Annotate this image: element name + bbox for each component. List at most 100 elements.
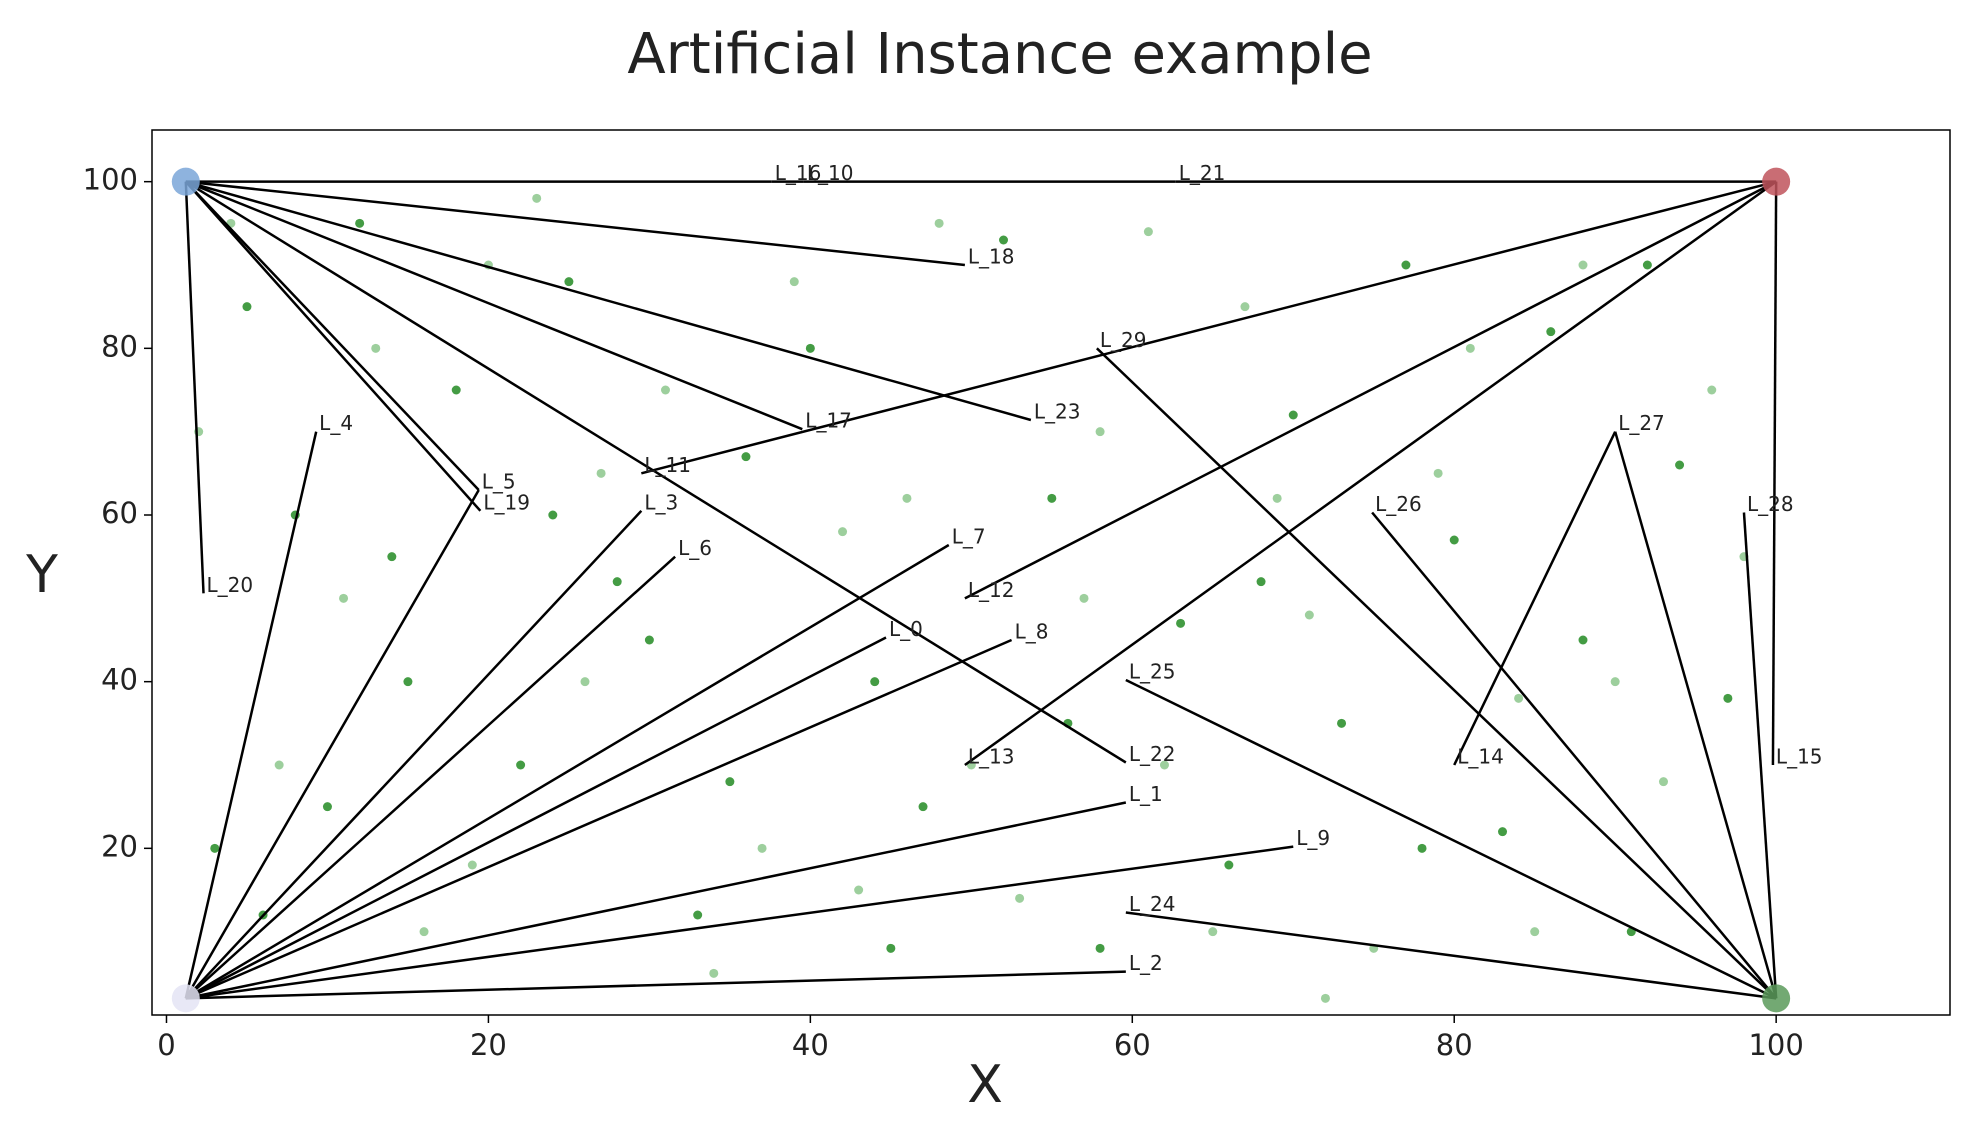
point-label: L_21: [1179, 161, 1226, 185]
customer-point: [419, 927, 429, 937]
customer-point: [1514, 693, 1524, 703]
point-label: L_11: [644, 453, 691, 477]
customer-point: [548, 510, 558, 520]
customer-point: [1578, 260, 1588, 270]
route-edge: [184, 431, 318, 999]
route-edge: [185, 801, 1127, 1000]
route-edge: [185, 180, 1032, 422]
customer-point: [1337, 718, 1347, 728]
route-edge: [185, 180, 966, 267]
y-tick-label: 40: [101, 663, 138, 697]
customer-point: [1642, 260, 1652, 270]
customer-point: [1143, 227, 1153, 237]
point-label: L_19: [483, 490, 530, 514]
customer-point: [1546, 327, 1556, 337]
customer-point: [451, 385, 461, 395]
y-tick-label: 20: [101, 829, 138, 863]
customer-point: [1465, 343, 1475, 353]
customer-point: [789, 277, 799, 287]
chart-title: Artificial Instance example: [627, 22, 1372, 87]
route-edge: [184, 180, 480, 491]
customer-point: [1079, 593, 1089, 603]
customer-point: [1095, 427, 1105, 437]
point-label: L_12: [968, 578, 1015, 602]
point-label: L_29: [1100, 328, 1147, 352]
route-edge: [185, 638, 1013, 1000]
customer-point: [805, 343, 815, 353]
x-tick-label: 80: [1436, 1028, 1473, 1062]
route-edge: [641, 180, 1777, 475]
point-label: L_14: [1457, 745, 1504, 769]
customer-point: [1610, 677, 1620, 687]
y-tick-label: 100: [83, 163, 138, 197]
route-edge: [964, 180, 1777, 600]
customer-point: [516, 760, 526, 770]
y-tick-label: 60: [101, 496, 138, 530]
customer-point: [1578, 635, 1588, 645]
route-edge: [185, 543, 950, 1000]
route-edge: [1371, 511, 1778, 1000]
customer-point: [596, 468, 606, 478]
route-edge: [1613, 431, 1778, 999]
customer-point: [403, 677, 413, 687]
customer-point: [322, 802, 332, 812]
route-edge: [1771, 181, 1778, 766]
customer-point: [532, 193, 542, 203]
point-label: L_0: [889, 617, 923, 641]
route-edge: [1125, 911, 1777, 1000]
x-tick-label: 20: [470, 1028, 507, 1062]
point-label: L_17: [805, 409, 852, 433]
customer-point: [741, 452, 751, 462]
customer-point: [387, 552, 397, 562]
customer-point: [918, 802, 928, 812]
plot-frame: [151, 129, 1951, 1016]
customer-point: [1256, 577, 1266, 587]
customer-point: [210, 843, 220, 853]
customer-point: [580, 677, 590, 687]
customer-point: [934, 218, 944, 228]
customer-point: [612, 577, 622, 587]
route-edge: [184, 181, 205, 594]
customer-point: [1723, 693, 1733, 703]
route-edge: [964, 180, 1777, 767]
depot: [171, 984, 200, 1013]
customer-point: [339, 593, 349, 603]
customer-point: [1288, 410, 1298, 420]
point-label: L_1: [1129, 782, 1163, 806]
route-edge: [185, 970, 1126, 1000]
customer-point: [274, 760, 284, 770]
route-edge: [185, 180, 1127, 764]
customer-point: [999, 235, 1009, 245]
customer-point: [1320, 993, 1330, 1003]
customer-point: [1675, 460, 1685, 470]
customer-point: [1224, 860, 1234, 870]
customer-point: [838, 527, 848, 537]
route-edge: [184, 489, 480, 999]
customer-point: [725, 777, 735, 787]
x-axis-label: X: [967, 1055, 1003, 1115]
point-label: L_23: [1034, 400, 1081, 424]
customer-point: [1176, 618, 1186, 628]
customer-point: [644, 635, 654, 645]
customer-point: [1015, 893, 1025, 903]
route-edge: [185, 845, 1294, 1000]
x-tick-label: 100: [1748, 1028, 1803, 1062]
customer-point: [902, 493, 912, 503]
point-label: L_5: [482, 470, 516, 494]
point-label: L_8: [1015, 620, 1049, 644]
customer-point: [886, 943, 896, 953]
customer-point: [757, 843, 767, 853]
customer-point: [1658, 777, 1668, 787]
customer-point: [660, 385, 670, 395]
point-label: L_28: [1747, 492, 1794, 516]
customer-point: [1401, 260, 1411, 270]
customer-point: [1272, 493, 1282, 503]
point-label: L_10: [807, 161, 854, 185]
point-label: L_13: [968, 745, 1015, 769]
point-label: L_26: [1375, 492, 1422, 516]
customer-point: [854, 885, 864, 895]
customer-point: [1240, 302, 1250, 312]
customer-point: [870, 677, 880, 687]
